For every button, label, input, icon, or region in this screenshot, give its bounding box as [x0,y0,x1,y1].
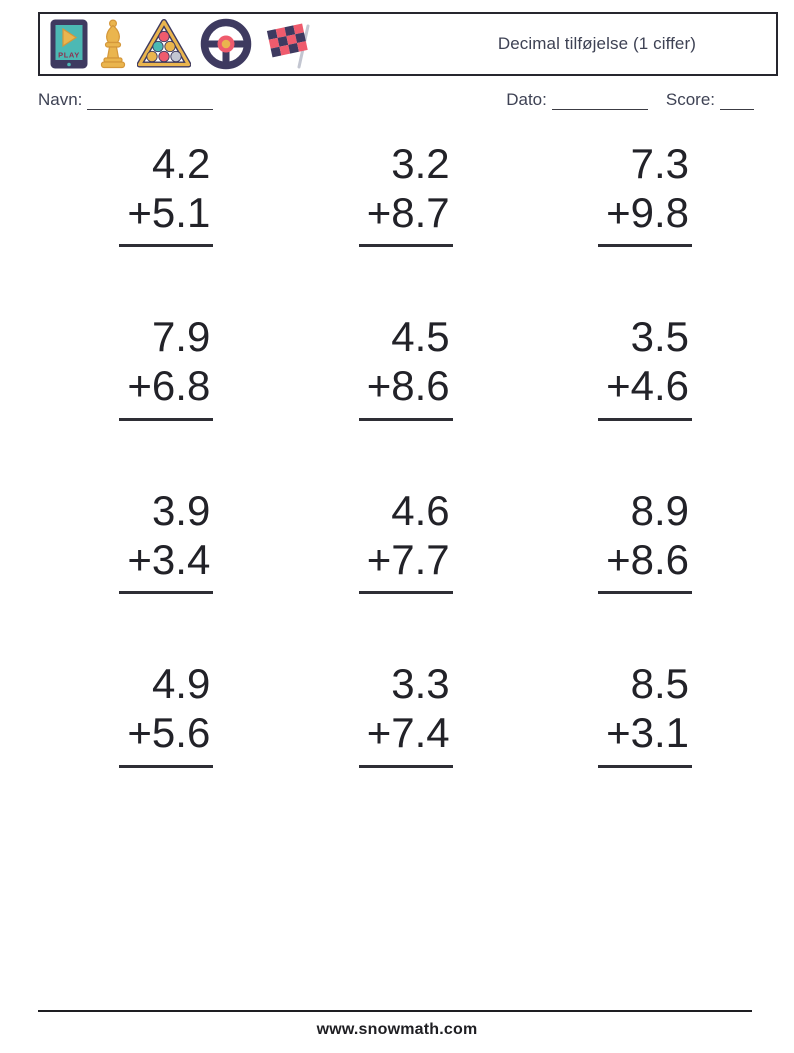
addend-bottom: +7.4 [366,709,450,757]
score-field: Score: [666,90,754,110]
checkered-flag-icon [261,19,317,69]
addend-top: 3.2 [391,140,450,187]
header-icons: PLAY [49,17,317,71]
addend-bottom: +3.4 [127,535,211,583]
problem-1: 4.2 +5.1 [119,140,214,248]
addend-top: 7.3 [630,140,689,187]
addend-top: 4.6 [391,486,450,534]
problem-9: 8.9 +8.6 [597,486,692,595]
name-label: Navn: [38,90,83,109]
chess-bishop-icon [98,18,128,70]
header: PLAY [38,12,778,76]
footer: www.snowmath.com [0,1010,794,1053]
addend-bottom: +7.7 [366,535,450,583]
addend-bottom: +6.8 [127,362,211,410]
problem-5: 4.5 +8.6 [358,313,453,421]
addend-top: 8.5 [630,660,689,708]
problem-11: 3.3 +7.4 [358,660,453,768]
problems-grid: 4.2 +5.1 3.2 +8.7 7.3 +9.8 7.9 +6.8 4.5 +8.6 … [38,140,756,768]
addend-bottom: +8.6 [606,535,689,583]
billiard-rack-icon [137,19,191,69]
addend-top: 8.9 [630,486,689,534]
addend-top: 7.9 [151,313,211,361]
addend-top: 4.2 [151,140,211,187]
score-blank-line [720,93,754,110]
fields-row: Navn: Dato: Score: [38,90,754,110]
tablet-play-icon: PLAY [49,18,89,70]
date-blank-line [551,93,648,110]
addend-top: 4.9 [151,660,211,708]
problem-10: 4.9 +5.6 [119,660,214,768]
problem-6: 3.5 +4.6 [597,313,692,421]
problem-3: 7.3 +9.8 [597,140,692,248]
problem-12: 8.5 +3.1 [597,660,692,768]
addend-top: 3.9 [151,486,211,534]
date-field: Dato: [506,90,648,110]
addend-bottom: +5.1 [127,188,211,236]
score-label: Score: [665,90,715,109]
addend-top: 3.5 [630,313,689,361]
worksheet-title: Decimal tilføjelse (1 ciffer) [497,34,696,53]
addend-top: 4.5 [391,313,450,361]
addend-bottom: +4.6 [606,362,689,410]
problem-7: 3.9 +3.4 [119,486,214,595]
problem-2: 3.2 +8.7 [358,140,453,248]
addend-bottom: +9.8 [606,188,689,236]
play-label: PLAY [58,51,80,60]
problem-8: 4.6 +7.7 [358,486,453,595]
date-label: Dato: [506,90,547,109]
steering-wheel-icon [200,18,252,70]
name-blank-line [87,93,214,110]
addend-bottom: +8.7 [366,188,450,236]
footer-divider [38,1010,752,1012]
addend-bottom: +3.1 [606,709,689,757]
addend-top: 3.3 [391,660,450,708]
name-field: Navn: [38,90,214,110]
addend-bottom: +5.6 [127,709,211,757]
addend-bottom: +8.6 [366,362,450,410]
problem-4: 7.9 +6.8 [119,313,214,421]
website-url: www.snowmath.com [316,1021,478,1038]
